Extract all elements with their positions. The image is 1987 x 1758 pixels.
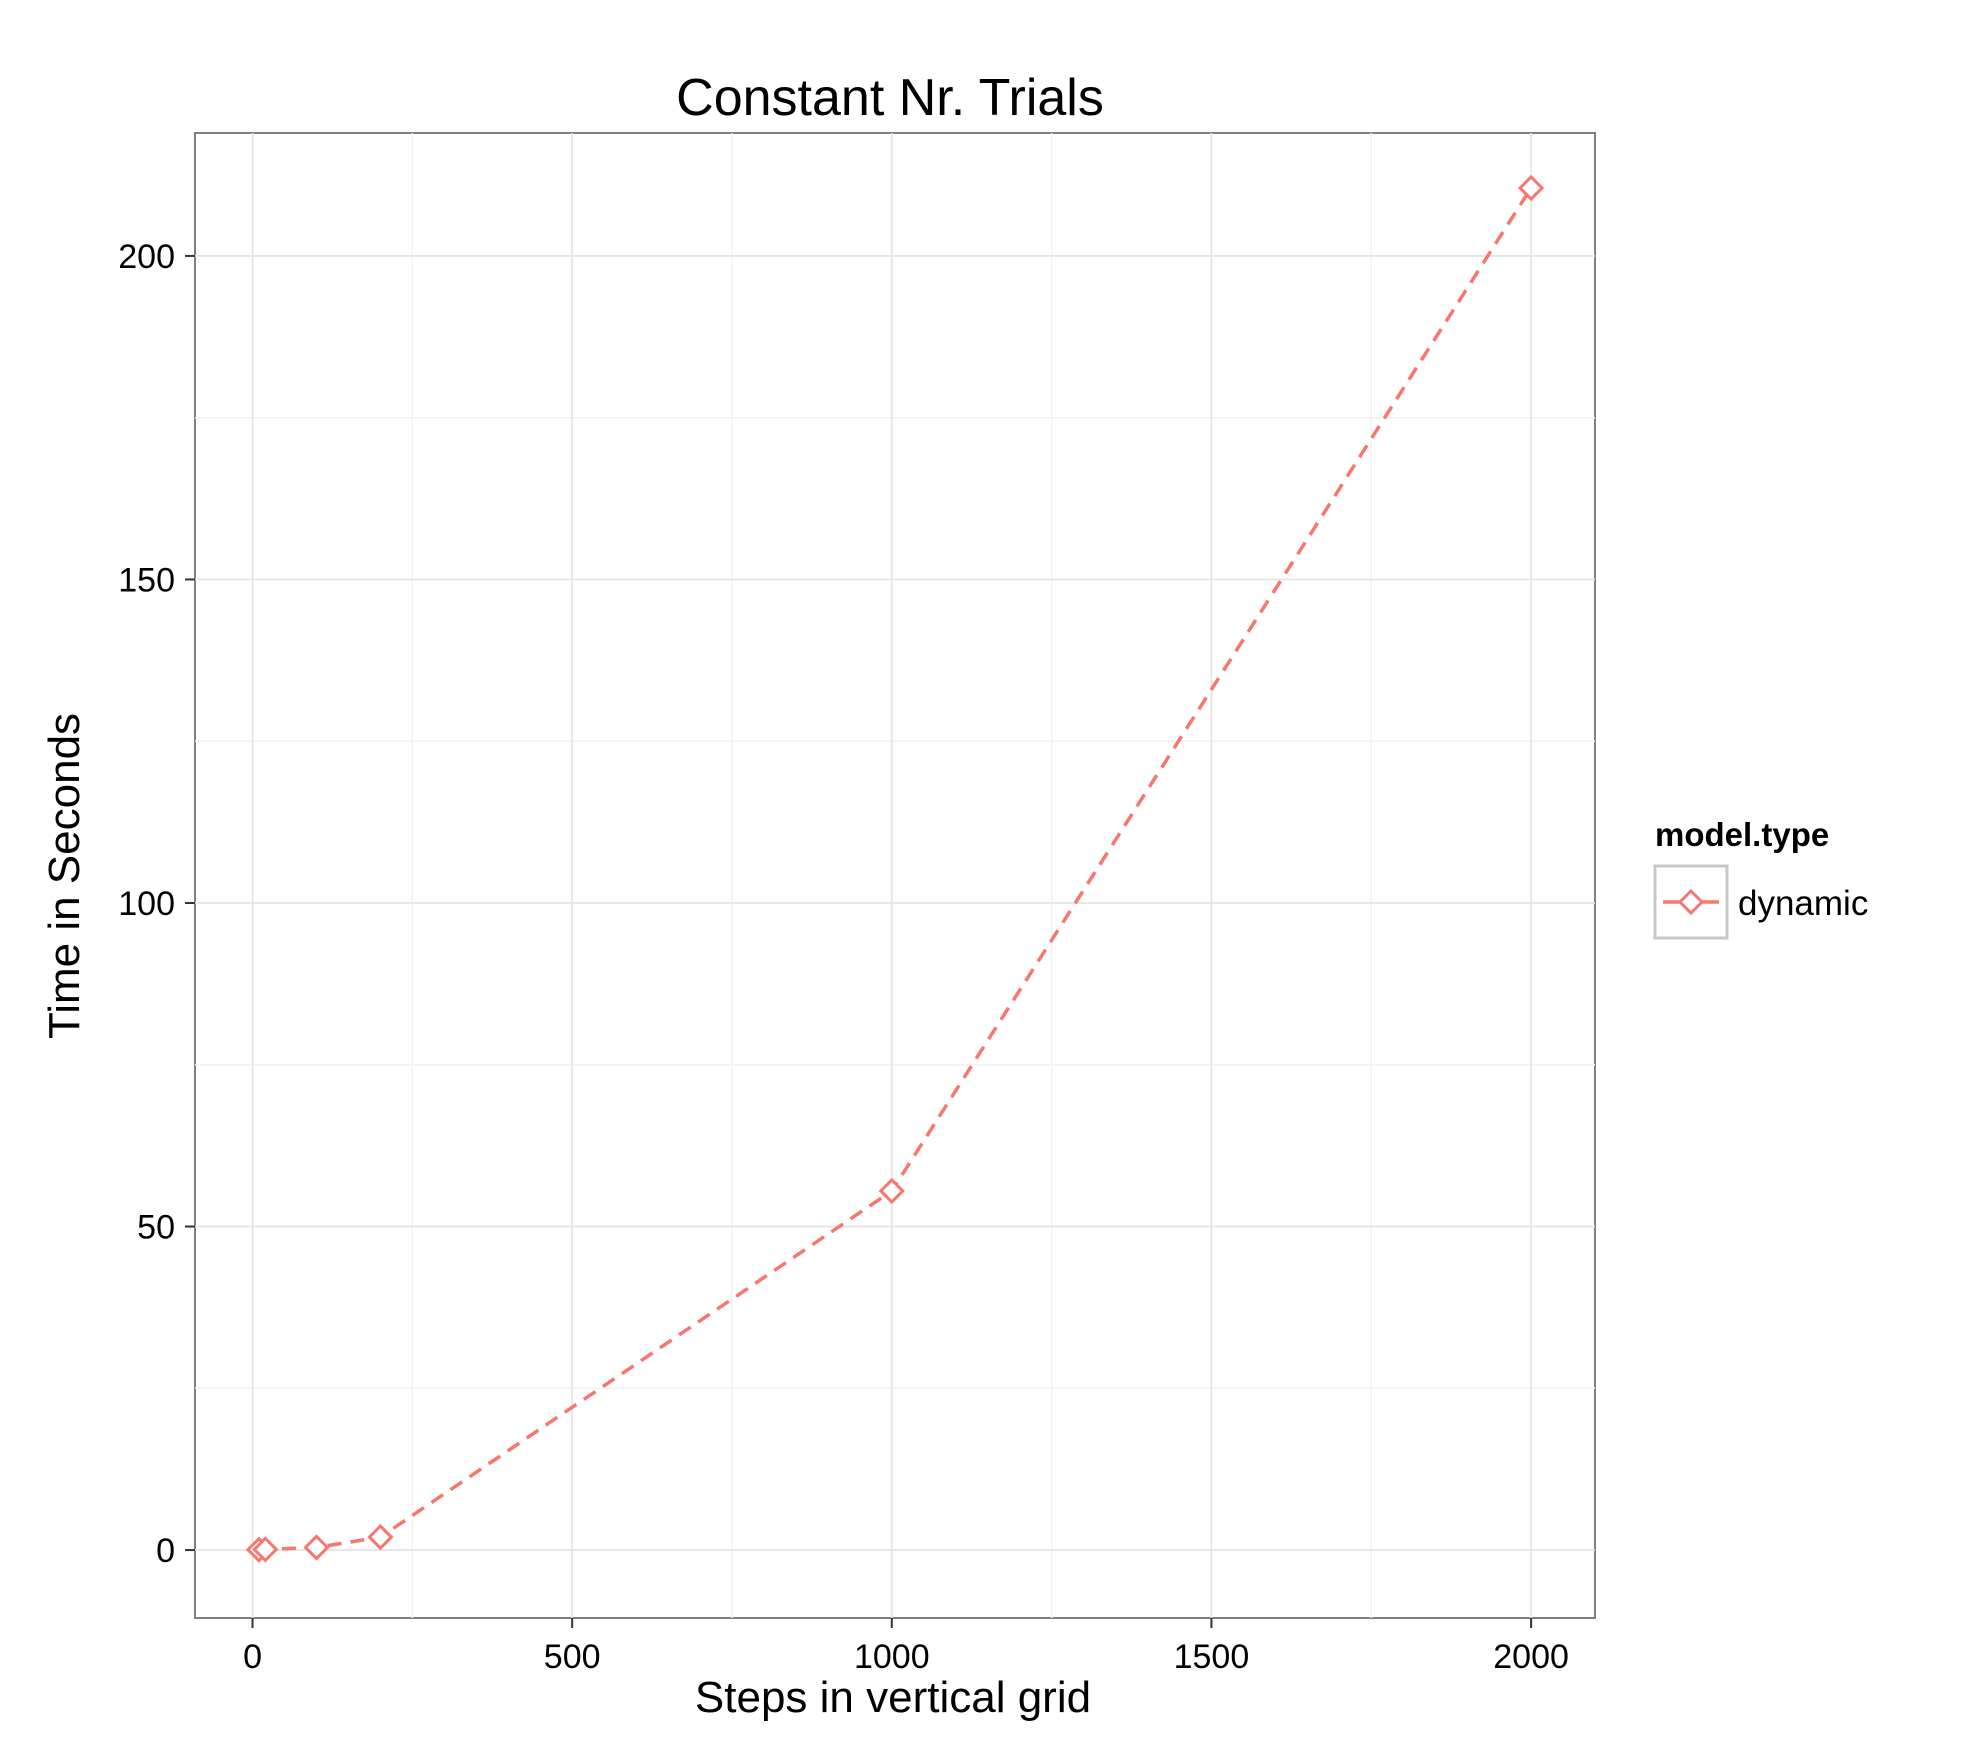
data-point [878, 1177, 905, 1205]
data-point [1517, 174, 1545, 202]
legend-key-marker [1677, 888, 1705, 916]
minor-grid [195, 133, 1595, 1618]
x-tick-label: 1000 [854, 1638, 930, 1676]
legend-label-dynamic: dynamic [1738, 884, 1868, 923]
x-tick-label: 500 [544, 1638, 601, 1676]
legend: model.type dynamic [1653, 816, 1868, 940]
y-axis-tick-labels: 0 50 100 150 200 [118, 238, 175, 1570]
y-tick-label: 50 [137, 1209, 175, 1247]
series-layer [245, 174, 1545, 1563]
legend-title: model.type [1655, 816, 1829, 853]
axis-ticks [185, 254, 1533, 1628]
y-tick-label: 0 [156, 1532, 175, 1570]
data-point [252, 1536, 279, 1563]
x-tick-label: 2000 [1493, 1638, 1569, 1676]
x-tick-label: 1500 [1174, 1638, 1250, 1676]
plot-panel [194, 132, 1596, 1619]
data-point [303, 1534, 330, 1561]
chart-title: Constant Nr. Trials [676, 69, 1104, 127]
x-axis-title: Steps in vertical grid [695, 1673, 1091, 1722]
y-tick-label: 100 [118, 885, 175, 923]
data-point [367, 1523, 394, 1551]
x-axis-tick-labels: 0 500 1000 1500 2000 [243, 1638, 1569, 1676]
y-tick-label: 150 [118, 561, 175, 599]
x-tick-label: 0 [243, 1638, 262, 1676]
major-grid [195, 133, 1595, 1618]
y-tick-label: 200 [118, 238, 175, 276]
y-axis-title: Time in Seconds [40, 713, 89, 1039]
